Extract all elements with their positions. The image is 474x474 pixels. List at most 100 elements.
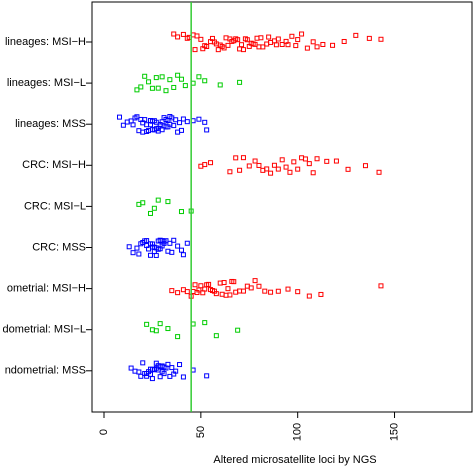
point (293, 43, 299, 49)
point (258, 35, 264, 41)
point (330, 42, 336, 48)
point (287, 169, 293, 175)
point (204, 373, 210, 379)
point (142, 117, 148, 123)
point (149, 376, 155, 382)
point (275, 166, 281, 172)
point (144, 321, 150, 327)
y-category-label: lineages: MSS (15, 118, 86, 130)
point (213, 291, 219, 297)
point (256, 283, 262, 289)
point (173, 368, 179, 374)
point (271, 162, 277, 168)
point (256, 162, 262, 168)
point (366, 35, 372, 41)
point (180, 31, 186, 37)
point (165, 361, 171, 367)
y-category-label: ometrial: MSI−H (7, 283, 86, 295)
point (175, 243, 181, 249)
point (318, 291, 324, 297)
point (275, 288, 281, 294)
point (217, 82, 223, 88)
point (248, 285, 254, 291)
point (169, 249, 175, 255)
point (178, 209, 184, 215)
point (333, 158, 339, 164)
point (177, 120, 183, 126)
x-axis-label: Altered microsatellite loci by NGS (213, 454, 376, 466)
point (378, 283, 384, 289)
point (275, 36, 281, 42)
point (177, 362, 183, 368)
point (192, 47, 198, 53)
point (289, 33, 295, 39)
point (180, 252, 186, 258)
point (227, 292, 233, 298)
point (175, 334, 181, 340)
point (175, 290, 181, 296)
point (202, 320, 208, 326)
point (149, 85, 155, 91)
point (171, 84, 177, 90)
point (262, 288, 268, 294)
point (157, 374, 163, 380)
point (283, 164, 289, 170)
point (353, 32, 359, 38)
point (167, 77, 173, 83)
point (202, 162, 208, 168)
x-tick-label: 50 (195, 426, 207, 438)
point (268, 170, 274, 176)
point (285, 286, 291, 292)
point (167, 240, 173, 246)
y-category-label: dometrial: MSI−L (3, 324, 86, 336)
point (178, 247, 184, 253)
point (165, 199, 171, 205)
point (169, 288, 175, 294)
point (302, 156, 308, 162)
point (136, 251, 142, 257)
point (126, 244, 132, 250)
point (117, 114, 123, 120)
point (134, 114, 140, 120)
x-tick-label: 100 (292, 423, 304, 441)
point (227, 169, 233, 175)
point (155, 85, 161, 91)
point (213, 333, 219, 339)
point (244, 37, 250, 43)
point (225, 42, 231, 48)
point (264, 166, 270, 172)
point (225, 286, 231, 292)
point (260, 44, 266, 50)
point (310, 170, 316, 176)
point (314, 156, 320, 162)
point (178, 76, 184, 82)
point (161, 371, 167, 377)
point (279, 41, 285, 47)
point (151, 205, 157, 211)
point (299, 31, 305, 37)
point (157, 321, 163, 327)
point (171, 123, 177, 129)
point (306, 293, 312, 299)
point (159, 74, 165, 80)
point (310, 39, 316, 45)
point (182, 83, 188, 89)
point (273, 42, 279, 48)
point (198, 36, 204, 42)
point (144, 238, 150, 244)
point (252, 278, 258, 284)
point (285, 42, 291, 48)
y-category-label: CRC: MSI−H (22, 159, 86, 171)
point (138, 84, 144, 90)
point (196, 116, 202, 122)
point (147, 252, 153, 258)
point (192, 282, 198, 288)
y-category-label: lineages: MSI−H (5, 36, 86, 48)
point (295, 289, 301, 295)
point (142, 73, 148, 79)
point (202, 119, 208, 125)
y-category-label: ndometrial: MSS (5, 365, 86, 377)
point (153, 328, 159, 334)
point (240, 47, 246, 53)
point (233, 155, 239, 161)
